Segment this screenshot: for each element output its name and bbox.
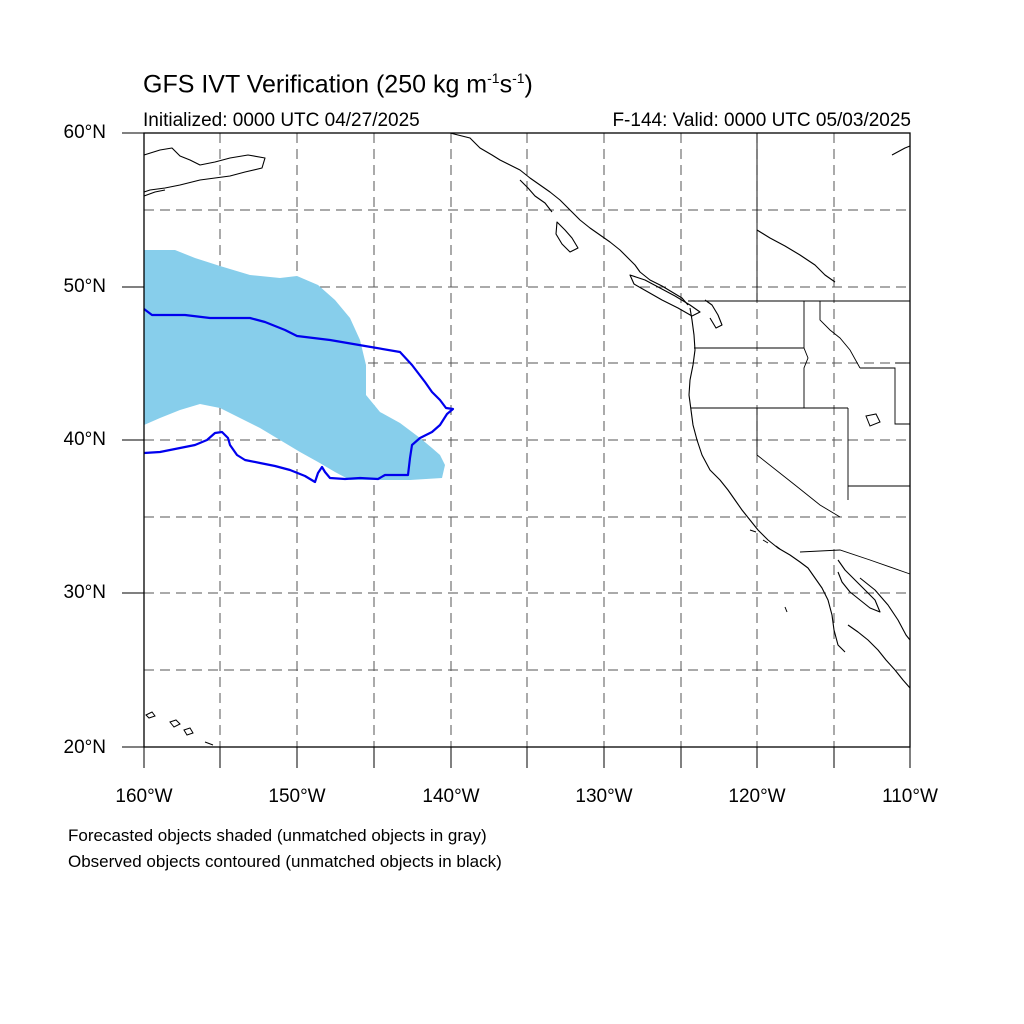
- observed-ivt-contour: [143, 308, 455, 484]
- islands: [145, 413, 881, 746]
- lon-label-110w: 110°W: [882, 786, 938, 807]
- lon-label-140w: 140°W: [422, 786, 480, 807]
- lon-label-130w: 130°W: [575, 786, 633, 807]
- legend-observed-note: Observed objects contoured (unmatched ob…: [68, 852, 502, 871]
- initialized-label: Initialized: 0000 UTC 04/27/2025: [143, 110, 420, 131]
- forecast-ivt-object: [144, 250, 445, 480]
- lat-label-30n: 30°N: [63, 582, 106, 603]
- legend-forecast-note: Forecasted objects shaded (unmatched obj…: [68, 826, 487, 845]
- valid-time-label: F-144: Valid: 0000 UTC 05/03/2025: [612, 110, 911, 131]
- map-title: GFS IVT Verification (250 kg m-1s-1): [143, 70, 533, 99]
- lat-label-50n: 50°N: [63, 276, 106, 297]
- political-borders: [688, 133, 911, 575]
- coastlines: [143, 132, 911, 689]
- lat-label-60n: 60°N: [63, 122, 106, 143]
- lat-label-20n: 20°N: [63, 737, 106, 758]
- grid-lines: [144, 133, 910, 747]
- lon-label-150w: 150°W: [268, 786, 326, 807]
- tick-marks: [122, 132, 911, 768]
- lat-label-40n: 40°N: [63, 429, 106, 450]
- lon-label-160w: 160°W: [115, 786, 173, 807]
- lon-label-120w: 120°W: [728, 786, 786, 807]
